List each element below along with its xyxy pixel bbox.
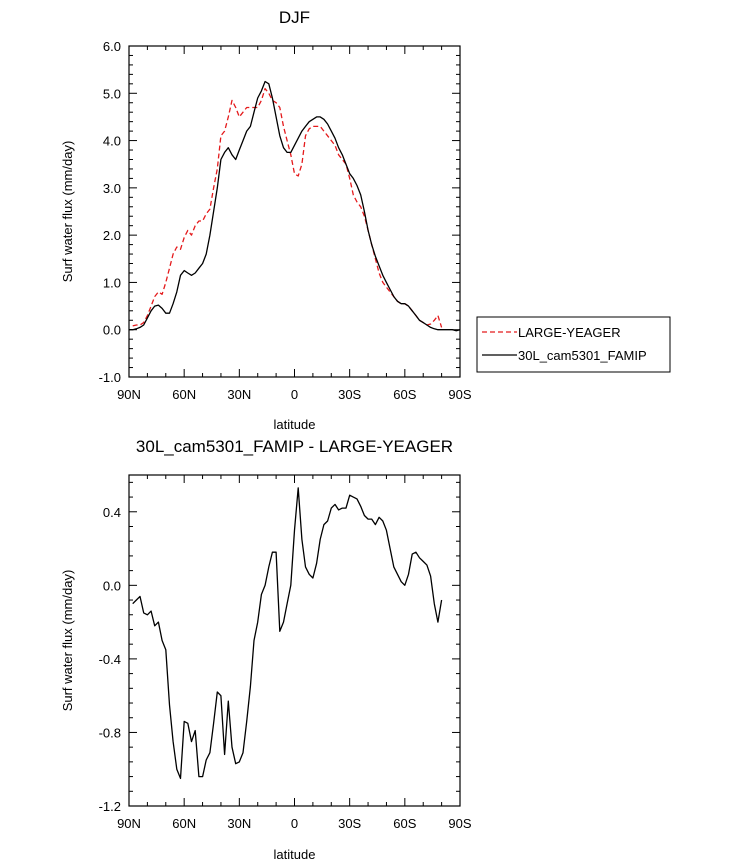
legend: LARGE-YEAGER 30L_cam5301_FAMIP xyxy=(476,316,671,373)
y-tick-label: -1.0 xyxy=(99,370,121,385)
chart-1: DJF 90N 60N 30N 0 30S 60S 90S -1.0 0.0 1.0 2.0 3.0 4.… xyxy=(60,8,671,432)
x-tick-label: 0 xyxy=(291,816,298,831)
x-axis-label: latitude xyxy=(274,417,316,432)
x-tick-label: 60N xyxy=(172,816,196,831)
y-tick-label: 0.0 xyxy=(103,323,121,338)
x-axis-label: latitude xyxy=(274,847,316,862)
y-tick-label: 4.0 xyxy=(103,134,121,149)
x-tick-label: 60S xyxy=(393,387,416,402)
x-tick-label: 0 xyxy=(291,387,298,402)
y-tick-label: -1.2 xyxy=(99,799,121,814)
chart-2: 30L_cam5301_FAMIP - LARGE-YEAGER 90N 60N 30… xyxy=(60,437,472,862)
y-tick-label: 1.0 xyxy=(103,275,121,290)
series-line-1 xyxy=(132,87,443,328)
x-tick-label: 90N xyxy=(117,387,141,402)
y-tick-label: 3.0 xyxy=(103,181,121,196)
series-line-2 xyxy=(129,80,461,332)
x-tick-label: 60N xyxy=(172,387,196,402)
y-tick-label: 5.0 xyxy=(103,86,121,101)
y-tick-label: -0.8 xyxy=(99,725,121,740)
plot-frame xyxy=(128,45,461,378)
y-tick-label: 0.4 xyxy=(103,505,121,520)
y-tick-label: 6.0 xyxy=(103,39,121,54)
x-tick-label: 30N xyxy=(227,387,251,402)
legend-label-2: 30L_cam5301_FAMIP xyxy=(518,348,647,363)
y-axis-label: Surf water flux (mm/day) xyxy=(60,141,75,283)
x-tick-label: 90S xyxy=(448,816,471,831)
legend-box xyxy=(476,316,671,373)
x-tick-label: 90S xyxy=(448,387,471,402)
x-tick-label: 90N xyxy=(117,816,141,831)
series-line-1 xyxy=(132,487,443,780)
y-axis-label: Surf water flux (mm/day) xyxy=(60,570,75,712)
x-tick-label: 60S xyxy=(393,816,416,831)
x-tick-label: 30S xyxy=(338,387,361,402)
chart-title: DJF xyxy=(279,8,310,27)
y-tick-label: -0.4 xyxy=(99,652,121,667)
chart-title: 30L_cam5301_FAMIP - LARGE-YEAGER xyxy=(136,437,453,456)
legend-label-1: LARGE-YEAGER xyxy=(518,325,621,340)
y-tick-label: 0.0 xyxy=(103,578,121,593)
x-tick-label: 30S xyxy=(338,816,361,831)
y-tick-label: 2.0 xyxy=(103,228,121,243)
x-tick-label: 30N xyxy=(227,816,251,831)
